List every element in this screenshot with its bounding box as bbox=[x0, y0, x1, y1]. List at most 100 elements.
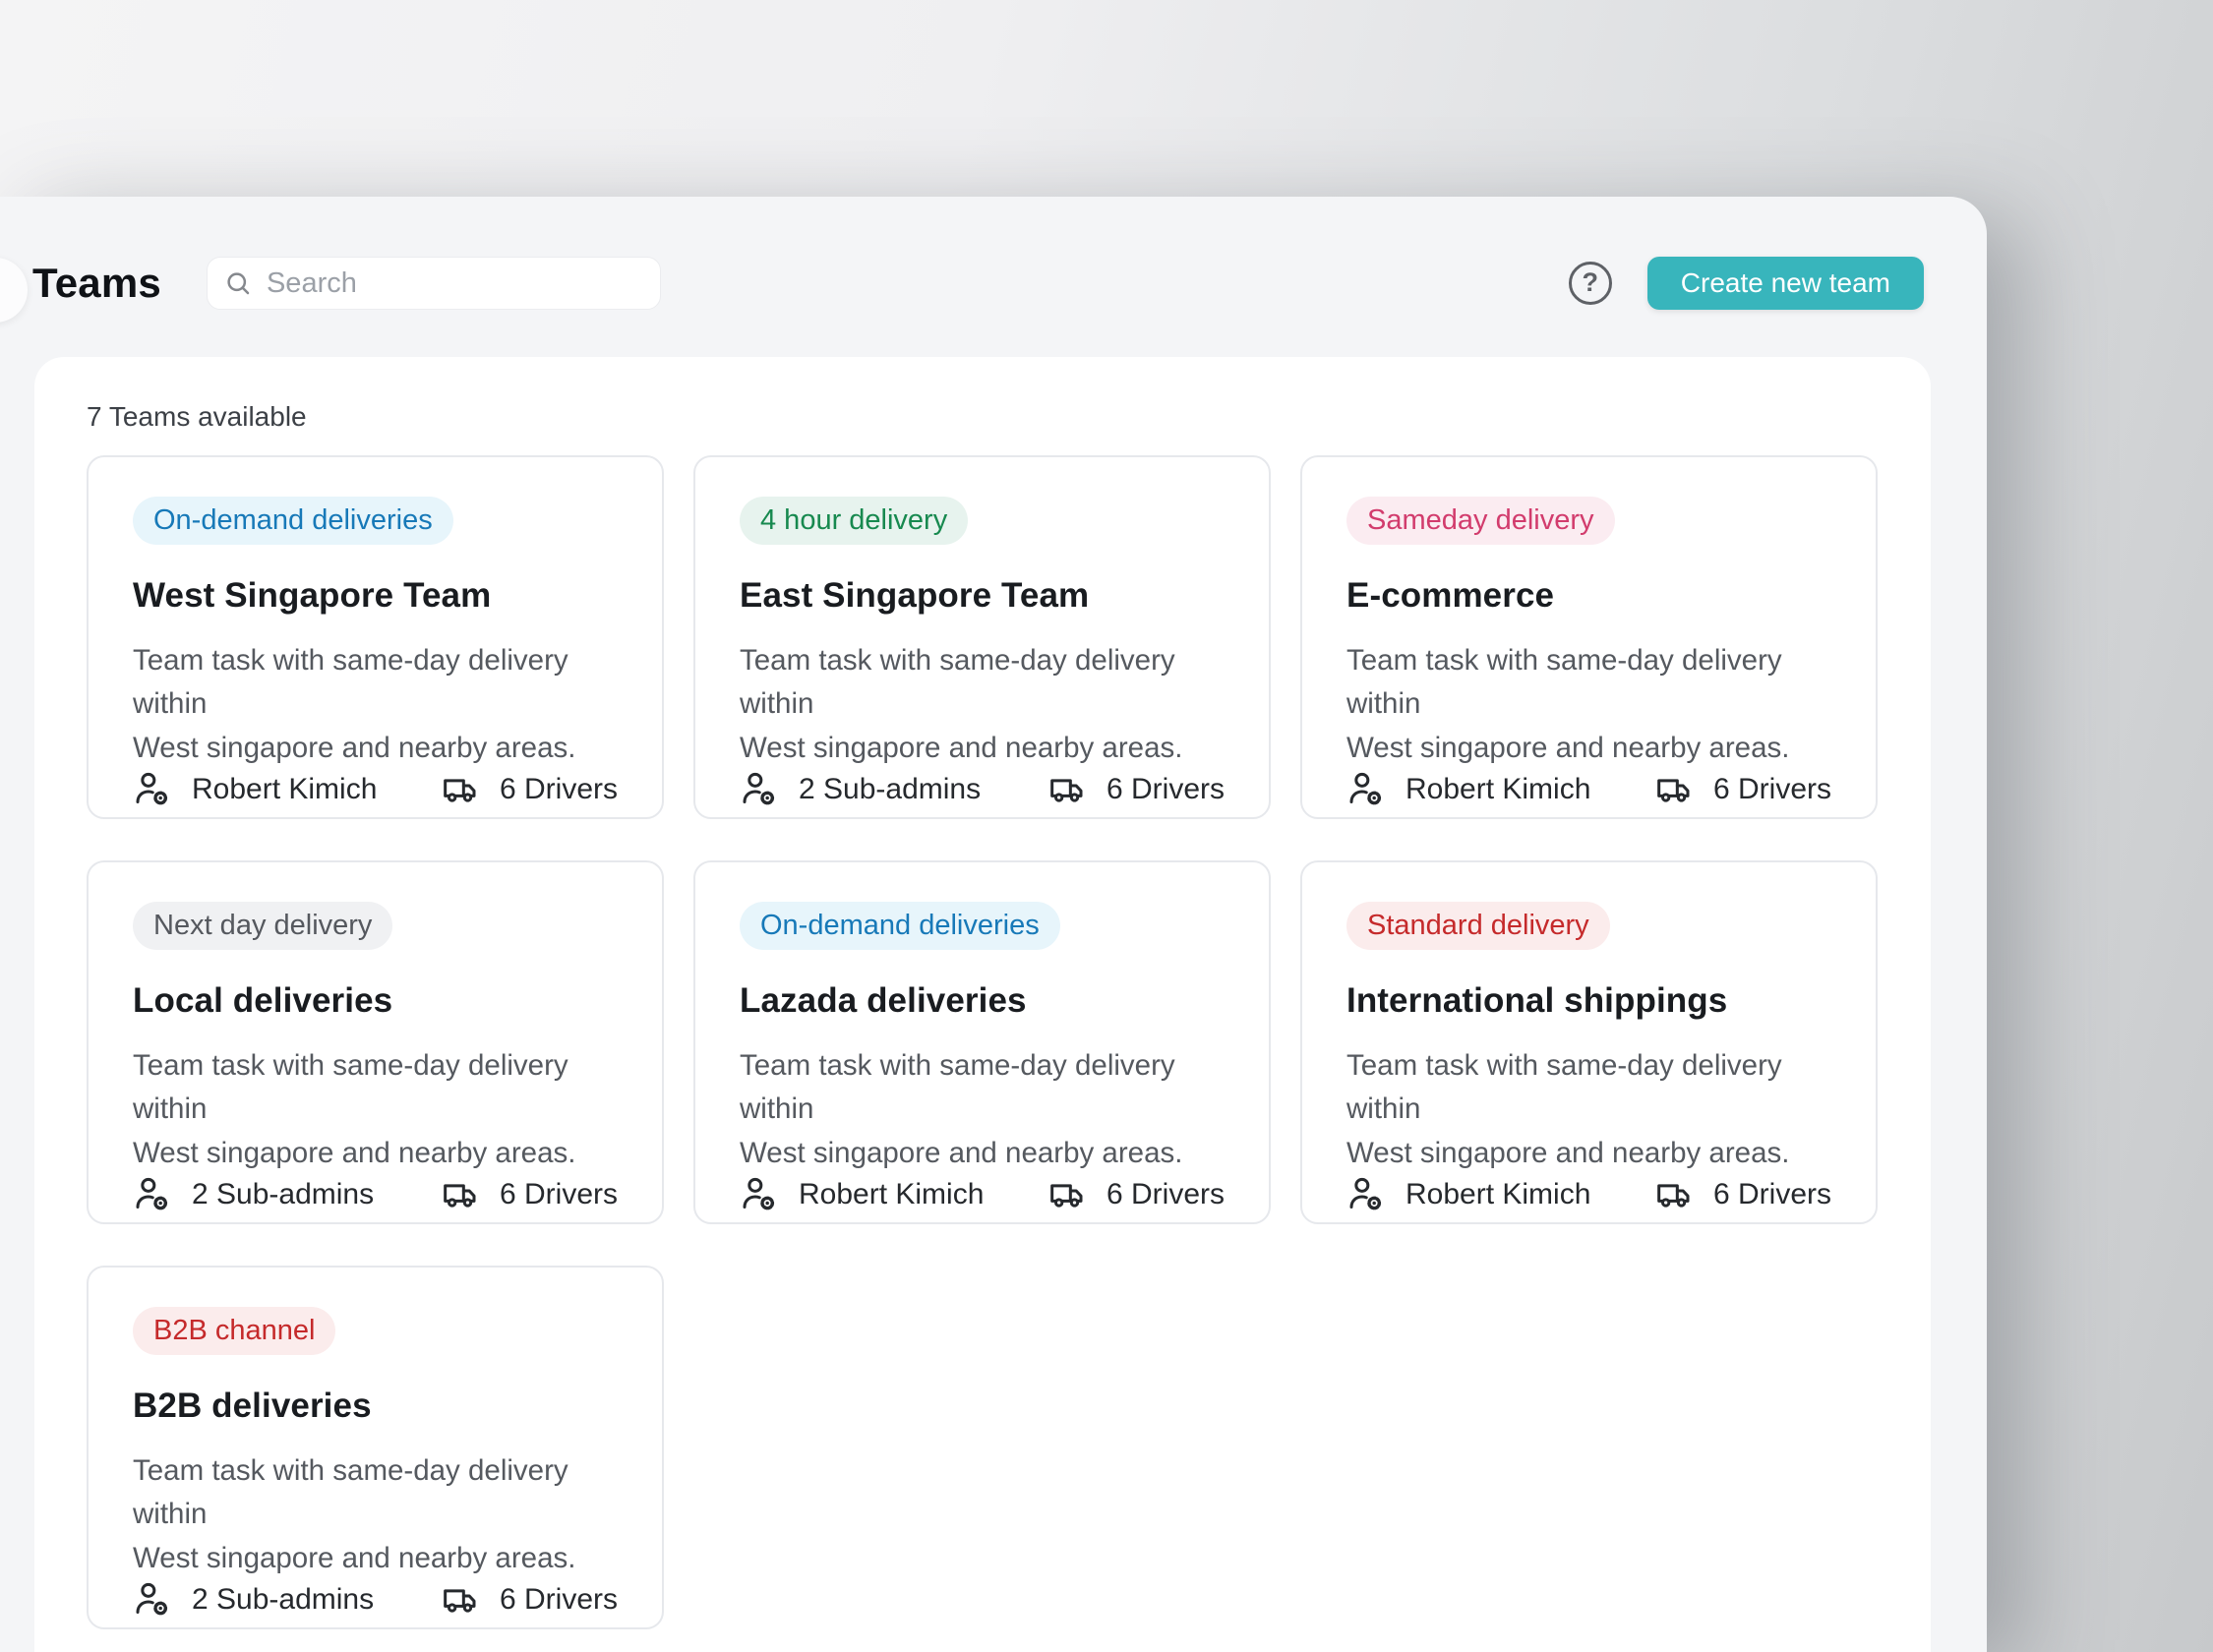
team-card-footer: 2 Sub-admins 6 Drivers bbox=[133, 1580, 618, 1620]
team-card[interactable]: On-demand deliveries West Singapore Team… bbox=[87, 455, 664, 819]
team-description: Team task with same-day delivery within … bbox=[740, 639, 1225, 770]
team-admin: Robert Kimich bbox=[1346, 770, 1590, 809]
team-drivers: 6 Drivers bbox=[441, 1175, 618, 1214]
team-name: B2B deliveries bbox=[133, 1386, 372, 1425]
team-description: Team task with same-day delivery within … bbox=[133, 639, 618, 770]
team-card[interactable]: Next day delivery Local deliveries Team … bbox=[87, 860, 664, 1224]
badge-row: Next day delivery bbox=[133, 902, 618, 950]
team-name: Lazada deliveries bbox=[740, 981, 1027, 1020]
badge-row: Sameday delivery bbox=[1346, 497, 1831, 545]
admin-label: Robert Kimich bbox=[799, 1177, 985, 1210]
team-card[interactable]: On-demand deliveries Lazada deliveries T… bbox=[693, 860, 1271, 1224]
admin-label: 2 Sub-admins bbox=[799, 772, 982, 805]
team-description: Team task with same-day delivery within … bbox=[740, 1044, 1225, 1175]
team-description-line2: West singapore and nearby areas. bbox=[133, 731, 576, 764]
team-description-line2: West singapore and nearby areas. bbox=[133, 1136, 576, 1169]
team-name: West Singapore Team bbox=[133, 576, 492, 615]
team-description-line1: Team task with same-day delivery within bbox=[740, 644, 1175, 721]
drivers-label: 6 Drivers bbox=[1106, 1177, 1225, 1210]
team-admin: 2 Sub-admins bbox=[740, 770, 981, 809]
teams-grid: On-demand deliveries West Singapore Team… bbox=[87, 455, 1879, 1629]
drivers-label: 6 Drivers bbox=[1106, 772, 1225, 805]
badge-row: On-demand deliveries bbox=[133, 497, 618, 545]
team-admin: 2 Sub-admins bbox=[133, 1580, 374, 1620]
team-card-footer: Robert Kimich 6 Drivers bbox=[740, 1175, 1225, 1214]
page-header: Teams ? Create new team bbox=[0, 197, 1987, 311]
team-card-footer: Robert Kimich 6 Drivers bbox=[1346, 1175, 1831, 1214]
truck-icon bbox=[444, 779, 476, 802]
team-type-badge: B2B channel bbox=[133, 1307, 336, 1355]
admin-gear-icon bbox=[136, 772, 168, 805]
badge-row: Standard delivery bbox=[1346, 902, 1831, 950]
truck-icon bbox=[1657, 779, 1690, 802]
team-description-line1: Team task with same-day delivery within bbox=[1346, 1049, 1782, 1126]
search-input[interactable] bbox=[266, 266, 644, 300]
team-card[interactable]: B2B channel B2B deliveries Team task wit… bbox=[87, 1266, 664, 1629]
team-type-badge: On-demand deliveries bbox=[133, 497, 453, 545]
admin-label: Robert Kimich bbox=[1406, 1177, 1591, 1210]
drivers-label: 6 Drivers bbox=[499, 1177, 618, 1210]
team-card-footer: Robert Kimich 6 Drivers bbox=[133, 770, 618, 809]
admin-gear-icon bbox=[1349, 1177, 1382, 1210]
team-description-line1: Team task with same-day delivery within bbox=[133, 644, 568, 721]
team-description-line1: Team task with same-day delivery within bbox=[1346, 644, 1782, 721]
team-type-badge: Next day delivery bbox=[133, 902, 393, 950]
team-card[interactable]: 4 hour delivery East Singapore Team Team… bbox=[693, 455, 1271, 819]
team-card-footer: Robert Kimich 6 Drivers bbox=[1346, 770, 1831, 809]
team-description: Team task with same-day delivery within … bbox=[1346, 1044, 1831, 1175]
teams-panel: 7 Teams available On-demand deliveries W… bbox=[34, 357, 1931, 1652]
page-title: Teams bbox=[32, 260, 161, 306]
team-drivers: 6 Drivers bbox=[441, 1580, 618, 1620]
truck-icon bbox=[1657, 1184, 1690, 1208]
drivers-label: 6 Drivers bbox=[499, 1582, 618, 1616]
admin-label: 2 Sub-admins bbox=[192, 1177, 375, 1210]
team-admin: Robert Kimich bbox=[133, 770, 377, 809]
team-drivers: 6 Drivers bbox=[441, 770, 618, 809]
team-card-footer: 2 Sub-admins 6 Drivers bbox=[740, 770, 1225, 809]
search-icon bbox=[227, 272, 250, 295]
team-drivers: 6 Drivers bbox=[1654, 770, 1831, 809]
team-name: E-commerce bbox=[1346, 576, 1555, 615]
team-description-line2: West singapore and nearby areas. bbox=[740, 731, 1183, 764]
team-type-badge: Sameday delivery bbox=[1346, 497, 1615, 545]
teams-count-label: 7 Teams available bbox=[87, 401, 307, 432]
app-window: Teams ? Create new team 7 Teams availabl… bbox=[0, 197, 1987, 1652]
truck-icon bbox=[1050, 779, 1083, 802]
team-admin: 2 Sub-admins bbox=[133, 1175, 374, 1214]
admin-gear-icon bbox=[136, 1582, 168, 1616]
team-admin: Robert Kimich bbox=[740, 1175, 984, 1214]
team-drivers: 6 Drivers bbox=[1047, 770, 1225, 809]
team-drivers: 6 Drivers bbox=[1654, 1175, 1831, 1214]
admin-gear-icon bbox=[743, 1177, 775, 1210]
badge-row: B2B channel bbox=[133, 1307, 618, 1355]
team-card[interactable]: Standard delivery International shipping… bbox=[1300, 860, 1878, 1224]
team-type-badge: Standard delivery bbox=[1346, 902, 1610, 950]
team-card[interactable]: Sameday delivery E-commerce Team task wi… bbox=[1300, 455, 1878, 819]
badge-row: On-demand deliveries bbox=[740, 902, 1225, 950]
team-name: International shippings bbox=[1346, 981, 1728, 1020]
team-name: East Singapore Team bbox=[740, 576, 1090, 615]
badge-row: 4 hour delivery bbox=[740, 497, 1225, 545]
team-card-footer: 2 Sub-admins 6 Drivers bbox=[133, 1175, 618, 1214]
team-description-line2: West singapore and nearby areas. bbox=[740, 1136, 1183, 1169]
truck-icon bbox=[1050, 1184, 1083, 1208]
create-new-team-button[interactable]: Create new team bbox=[1646, 257, 1924, 310]
team-description-line1: Team task with same-day delivery within bbox=[133, 1454, 568, 1531]
team-description-line2: West singapore and nearby areas. bbox=[1346, 731, 1790, 764]
search-box[interactable] bbox=[206, 257, 661, 310]
admin-label: Robert Kimich bbox=[1406, 772, 1591, 805]
drivers-label: 6 Drivers bbox=[1712, 772, 1831, 805]
team-type-badge: On-demand deliveries bbox=[740, 902, 1060, 950]
truck-icon bbox=[444, 1589, 476, 1613]
team-description-line1: Team task with same-day delivery within bbox=[740, 1049, 1175, 1126]
drivers-label: 6 Drivers bbox=[1712, 1177, 1831, 1210]
team-description-line2: West singapore and nearby areas. bbox=[133, 1541, 576, 1574]
team-drivers: 6 Drivers bbox=[1047, 1175, 1225, 1214]
truck-icon bbox=[444, 1184, 476, 1208]
help-button[interactable]: ? bbox=[1568, 262, 1612, 305]
team-name: Local deliveries bbox=[133, 981, 393, 1020]
team-description: Team task with same-day delivery within … bbox=[133, 1044, 618, 1175]
drivers-label: 6 Drivers bbox=[499, 772, 618, 805]
admin-label: Robert Kimich bbox=[192, 772, 378, 805]
admin-label: 2 Sub-admins bbox=[192, 1582, 375, 1616]
